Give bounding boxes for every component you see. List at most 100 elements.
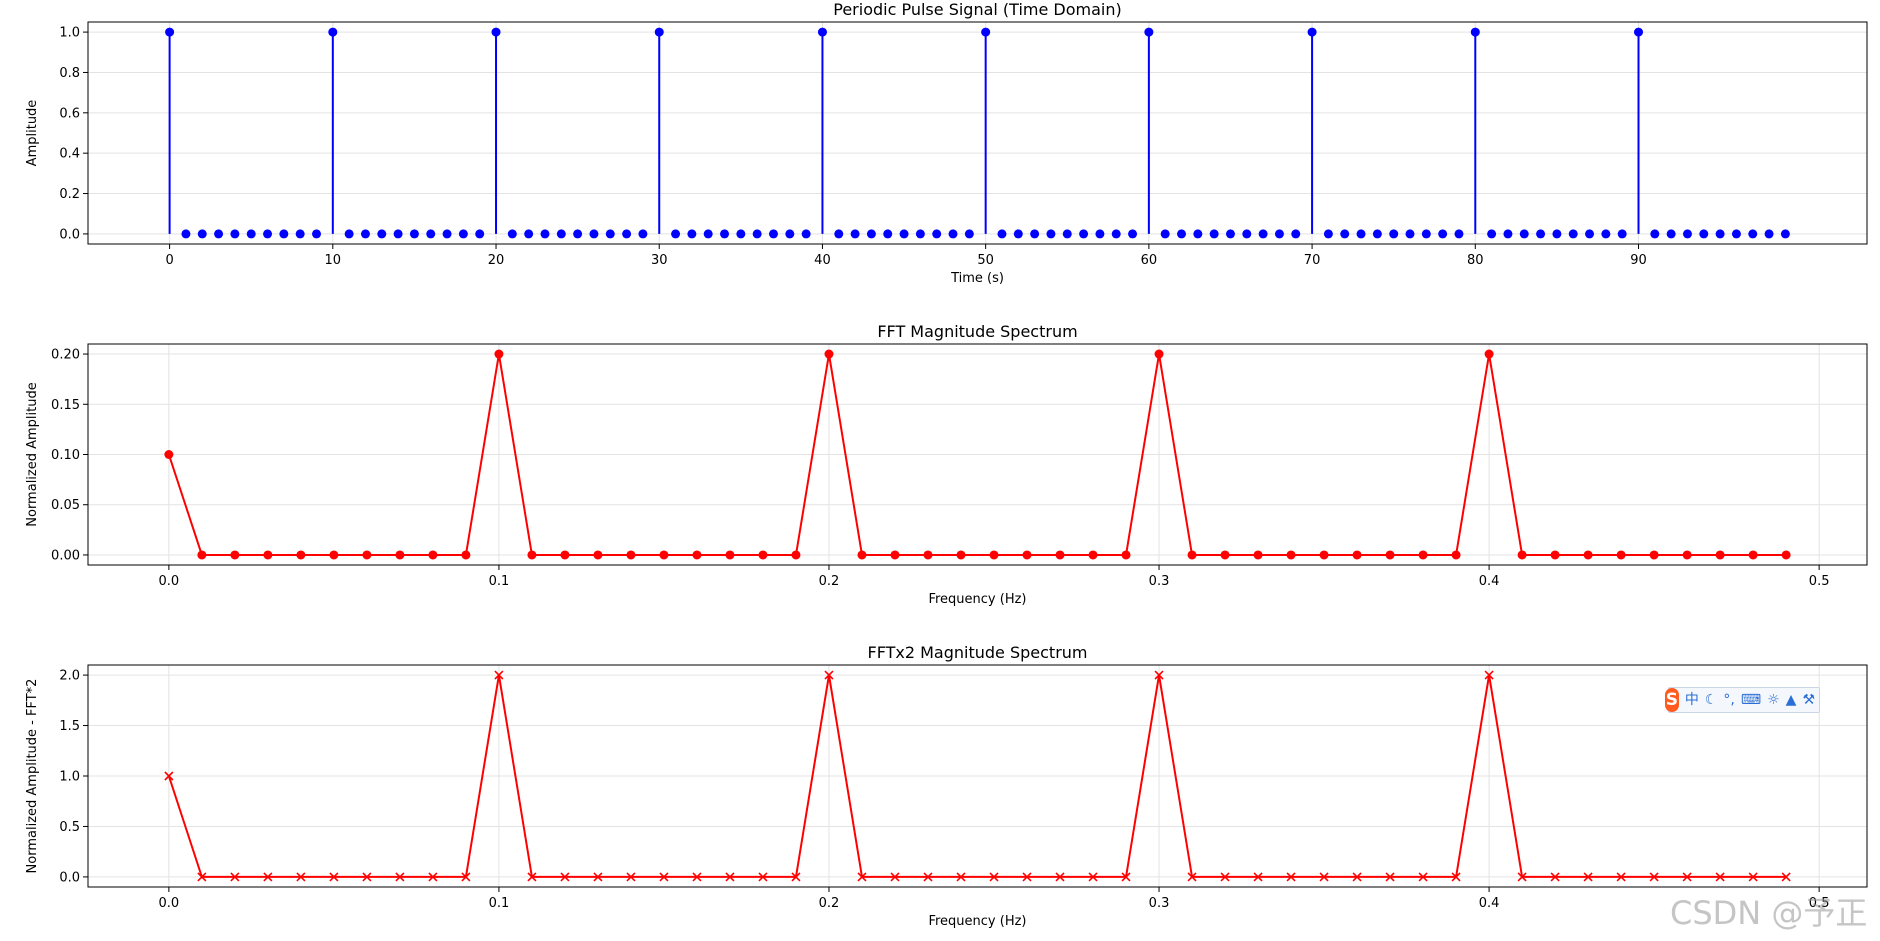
data-point	[395, 872, 405, 882]
data-point	[1616, 872, 1626, 882]
data-point	[494, 670, 504, 680]
data-point	[329, 872, 339, 882]
wrench-icon[interactable]: ⚒	[1802, 692, 1815, 708]
data-point	[785, 229, 795, 239]
data-point	[1356, 229, 1366, 239]
data-point	[1111, 229, 1121, 239]
data-point	[1062, 229, 1072, 239]
data-point	[329, 550, 339, 560]
data-point	[890, 872, 900, 882]
data-point	[1121, 550, 1131, 560]
data-point	[824, 670, 834, 680]
data-point	[638, 229, 648, 239]
chart-title: FFT Magnitude Spectrum	[877, 322, 1077, 341]
data-point	[1187, 872, 1197, 882]
data-point	[834, 229, 844, 239]
data-point	[1454, 229, 1464, 239]
x-tick-label: 80	[1467, 253, 1484, 268]
data-point	[725, 872, 735, 882]
x-tick-label: 50	[977, 253, 994, 268]
data-point	[659, 550, 669, 560]
data-point	[659, 872, 669, 882]
y-axis-label: Normalized Amplitude - FFT*2	[25, 679, 40, 874]
data-point	[1220, 872, 1230, 882]
data-point	[1552, 229, 1562, 239]
data-point	[560, 872, 570, 882]
keyboard-icon[interactable]: ⌨	[1740, 692, 1762, 708]
data-point	[1519, 229, 1529, 239]
data-point	[1517, 872, 1527, 882]
x-tick-label: 0.3	[1149, 896, 1170, 911]
data-point	[956, 550, 966, 560]
data-point	[1307, 27, 1317, 37]
data-point	[1242, 229, 1252, 239]
data-point	[956, 872, 966, 882]
data-point	[1781, 872, 1791, 882]
ime-toolbar[interactable]: S 中 ☾ °, ⌨ ☼ ▲ ⚒	[1665, 687, 1820, 713]
y-tick-label: 0.0	[59, 227, 80, 242]
data-point	[1022, 872, 1032, 882]
y-axis-label: Amplitude	[25, 100, 40, 167]
data-point	[1715, 229, 1725, 239]
data-point	[626, 550, 636, 560]
series-line	[167, 674, 1787, 878]
data-point	[791, 872, 801, 882]
data-point	[1030, 229, 1040, 239]
y-tick-label: 0.2	[59, 187, 80, 202]
data-point	[1601, 229, 1611, 239]
data-point	[1385, 872, 1395, 882]
data-point	[1046, 229, 1056, 239]
punctuation-toggle[interactable]: °,	[1723, 692, 1735, 708]
voice-icon[interactable]: ☼	[1767, 692, 1780, 708]
data-point	[671, 229, 681, 239]
data-point	[527, 872, 537, 882]
data-point	[230, 872, 240, 882]
data-point	[279, 229, 289, 239]
y-tick-label: 0.8	[59, 66, 80, 81]
y-tick-label: 1.0	[59, 26, 80, 41]
data-point	[560, 550, 570, 560]
data-point	[752, 229, 762, 239]
data-point	[923, 550, 933, 560]
chinese-mode-toggle[interactable]: 中	[1684, 692, 1699, 708]
data-point	[1585, 229, 1595, 239]
data-point	[1079, 229, 1089, 239]
data-point	[866, 229, 876, 239]
data-point	[890, 550, 900, 560]
data-point	[1438, 229, 1448, 239]
data-point	[692, 550, 702, 560]
data-point	[164, 450, 174, 459]
data-point	[360, 229, 370, 239]
y-tick-label: 0.0	[59, 870, 80, 885]
x-tick-label: 70	[1304, 253, 1321, 268]
data-point	[1220, 550, 1230, 560]
data-point	[1209, 229, 1219, 239]
data-point	[328, 27, 338, 37]
data-point	[165, 27, 175, 37]
data-point	[687, 229, 697, 239]
shirt-icon[interactable]: ▲	[1785, 692, 1797, 708]
moon-icon[interactable]: ☾	[1704, 692, 1718, 708]
data-point	[1352, 550, 1362, 560]
x-tick-label: 0	[165, 253, 173, 268]
data-point	[1418, 550, 1428, 560]
y-tick-label: 2.0	[59, 669, 80, 684]
data-point	[362, 872, 372, 882]
sogou-logo-icon[interactable]: S	[1665, 688, 1679, 712]
data-point	[997, 229, 1007, 239]
data-point	[461, 872, 471, 882]
data-point	[1536, 229, 1546, 239]
data-point	[1055, 872, 1065, 882]
x-axis-label: Frequency (Hz)	[928, 592, 1026, 607]
x-axis-label: Time (s)	[950, 271, 1004, 286]
data-point	[246, 229, 256, 239]
data-point	[1617, 229, 1627, 239]
data-point	[1385, 550, 1395, 560]
data-point	[736, 229, 746, 239]
data-point	[593, 550, 603, 560]
data-point	[1253, 550, 1263, 560]
data-point	[964, 229, 974, 239]
data-point	[442, 229, 452, 239]
data-point	[824, 349, 834, 359]
data-point	[626, 872, 636, 882]
